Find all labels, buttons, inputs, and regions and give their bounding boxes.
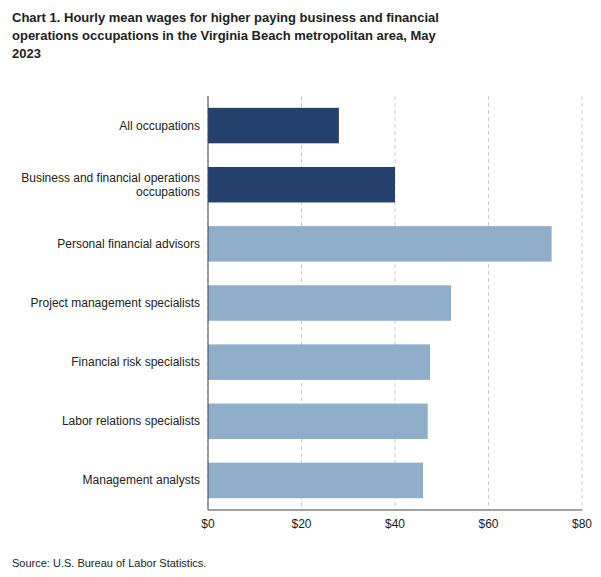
bar bbox=[208, 344, 430, 379]
y-tick-label: Project management specialists bbox=[31, 296, 200, 310]
bar bbox=[208, 463, 423, 498]
x-tick-label: $0 bbox=[201, 517, 215, 531]
grid bbox=[208, 96, 582, 510]
x-tick-label: $40 bbox=[385, 517, 405, 531]
bar bbox=[208, 404, 428, 439]
source-note: Source: U.S. Bureau of Labor Statistics. bbox=[12, 557, 206, 569]
y-tick-label: Business and financial operationsoccupat… bbox=[21, 171, 200, 199]
bars bbox=[208, 108, 552, 498]
grid-line bbox=[488, 96, 489, 510]
bar bbox=[208, 167, 395, 202]
grid-line bbox=[208, 96, 209, 510]
y-tick-label: Financial risk specialists bbox=[71, 355, 200, 369]
chart: Chart 1. Hourly mean wages for higher pa… bbox=[0, 0, 601, 577]
y-tick-label: Labor relations specialists bbox=[62, 414, 200, 428]
x-tick-label: $20 bbox=[291, 517, 311, 531]
y-tick-label: Management analysts bbox=[83, 473, 200, 487]
title: Chart 1. Hourly mean wages for higher pa… bbox=[12, 10, 439, 61]
bar bbox=[208, 226, 552, 261]
x-tick-label: $60 bbox=[478, 517, 498, 531]
y-tick-label: All occupations bbox=[119, 119, 200, 133]
bar bbox=[208, 285, 451, 320]
bar bbox=[208, 108, 339, 143]
x-tick-label: $80 bbox=[572, 517, 592, 531]
grid-line bbox=[582, 96, 583, 510]
y-axis-line bbox=[208, 96, 209, 510]
chart-container: Chart 1. Hourly mean wages for higher pa… bbox=[0, 0, 601, 577]
x-axis-line bbox=[208, 510, 582, 511]
y-tick-label: Personal financial advisors bbox=[57, 237, 200, 251]
